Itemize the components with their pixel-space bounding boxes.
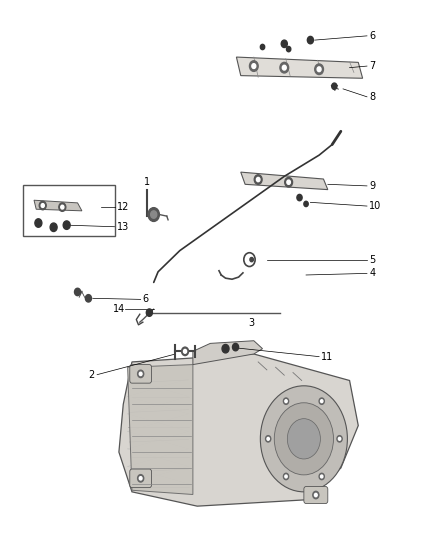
Circle shape [146, 309, 152, 317]
Circle shape [151, 211, 157, 218]
Circle shape [287, 419, 321, 459]
Circle shape [321, 400, 323, 402]
Text: 6: 6 [369, 31, 375, 41]
Text: 4: 4 [369, 269, 375, 278]
Circle shape [274, 403, 333, 475]
Circle shape [332, 83, 337, 90]
Circle shape [39, 201, 46, 210]
Polygon shape [193, 341, 262, 365]
Polygon shape [127, 365, 193, 495]
Circle shape [286, 46, 291, 52]
Circle shape [321, 475, 323, 478]
Text: 2: 2 [89, 370, 95, 379]
Circle shape [283, 473, 289, 480]
Text: 11: 11 [321, 352, 333, 361]
Text: 10: 10 [369, 201, 381, 211]
Circle shape [285, 475, 287, 478]
Circle shape [285, 177, 293, 187]
Circle shape [285, 400, 287, 402]
Polygon shape [119, 354, 358, 506]
Circle shape [184, 350, 187, 353]
Text: 9: 9 [369, 181, 375, 191]
Circle shape [50, 223, 57, 231]
Circle shape [139, 477, 142, 480]
Circle shape [304, 201, 308, 207]
Circle shape [314, 494, 317, 497]
FancyBboxPatch shape [130, 365, 152, 383]
Circle shape [265, 435, 271, 442]
Text: 3: 3 [249, 318, 255, 328]
Text: 13: 13 [117, 222, 129, 232]
Circle shape [260, 44, 265, 50]
Circle shape [319, 398, 324, 405]
Circle shape [319, 473, 324, 480]
Text: 6: 6 [143, 294, 149, 304]
Polygon shape [241, 172, 328, 190]
Circle shape [260, 386, 347, 492]
Text: 1: 1 [144, 177, 150, 187]
Circle shape [317, 67, 321, 71]
Circle shape [61, 205, 64, 209]
Circle shape [337, 435, 342, 442]
FancyBboxPatch shape [304, 487, 328, 504]
Circle shape [283, 398, 289, 405]
Circle shape [256, 177, 260, 182]
Circle shape [85, 295, 92, 302]
Circle shape [139, 372, 142, 376]
Circle shape [297, 195, 302, 201]
Circle shape [313, 491, 319, 499]
Polygon shape [237, 57, 363, 78]
Circle shape [138, 370, 144, 377]
Circle shape [281, 40, 287, 47]
Text: 5: 5 [369, 255, 375, 264]
Circle shape [35, 219, 42, 227]
Circle shape [233, 343, 239, 351]
Circle shape [252, 63, 256, 68]
Circle shape [182, 347, 188, 356]
Text: 12: 12 [117, 202, 129, 212]
Circle shape [74, 288, 81, 296]
Circle shape [41, 204, 44, 207]
Circle shape [250, 257, 253, 262]
Circle shape [222, 344, 229, 353]
Circle shape [267, 438, 269, 440]
Circle shape [250, 61, 258, 71]
Circle shape [63, 221, 70, 229]
FancyBboxPatch shape [23, 185, 115, 236]
FancyBboxPatch shape [130, 469, 152, 488]
Circle shape [148, 208, 159, 221]
Circle shape [138, 474, 144, 482]
Text: 8: 8 [369, 92, 375, 102]
Circle shape [280, 62, 289, 73]
Circle shape [339, 438, 341, 440]
Circle shape [283, 65, 286, 70]
Circle shape [254, 175, 262, 184]
Text: 14: 14 [113, 304, 125, 314]
Text: 7: 7 [369, 61, 375, 71]
Circle shape [315, 64, 323, 75]
Circle shape [287, 180, 290, 184]
Polygon shape [34, 200, 82, 211]
Circle shape [59, 203, 66, 212]
Circle shape [307, 36, 314, 44]
